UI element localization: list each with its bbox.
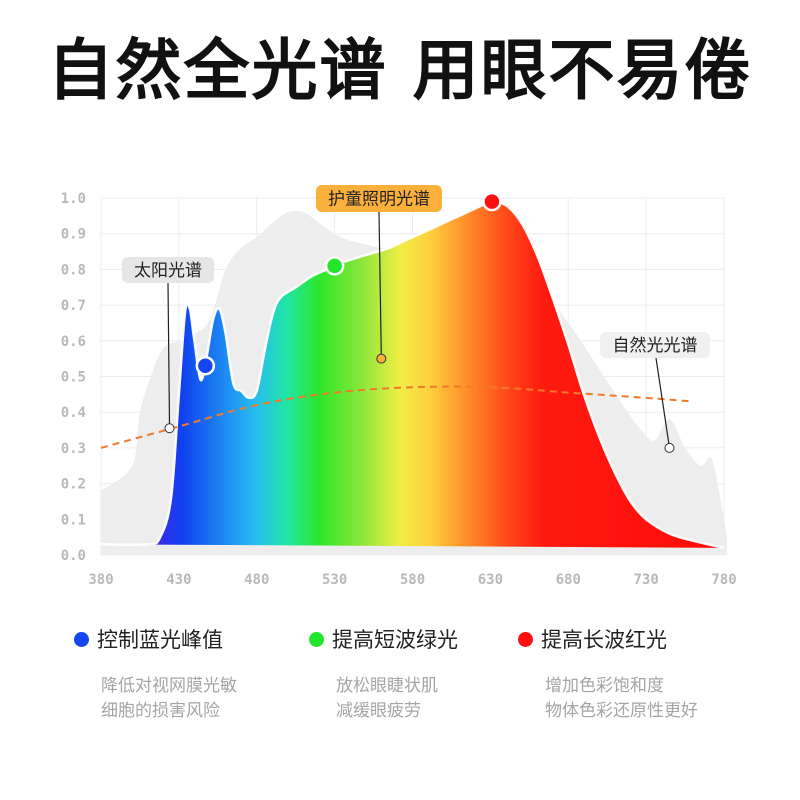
y-tick-label: 0.9 — [61, 227, 86, 243]
y-tick-label: 0.1 — [61, 512, 86, 528]
x-tick-label: 730 — [633, 572, 658, 588]
legend-description: 降低对视网膜光敏 细胞的损害风险 — [74, 674, 314, 724]
callout-leader-line — [167, 282, 171, 429]
y-axis-ticks: 0.0 0.1 0.2 0.3 0.4 0.5 0.6 0.7 0.8 0.9 1.0 — [61, 191, 86, 564]
y-tick-label: 0.0 — [61, 548, 86, 564]
x-tick-label: 380 — [88, 572, 113, 588]
callout-anchor — [376, 353, 387, 364]
callout-leader-line — [655, 357, 671, 448]
legend-desc-line: 增加色彩饱和度 — [545, 676, 664, 696]
y-tick-label: 0.5 — [61, 370, 86, 386]
y-tick-label: 1.0 — [61, 191, 86, 207]
page-title: 自然全光谱 用眼不易倦 — [47, 32, 753, 109]
sunlight-spectrum-line — [100, 385, 693, 449]
peak-marker — [324, 256, 345, 276]
legend-item-red: 提高长波红光 增加色彩饱和度 物体色彩还原性更好 — [518, 624, 758, 724]
callout-label: 自然光光谱 — [613, 336, 698, 356]
y-tick-label: 0.4 — [61, 405, 86, 421]
y-tick-label: 0.8 — [61, 262, 86, 278]
callout-anchor — [164, 423, 175, 434]
x-tick-label: 780 — [711, 572, 736, 588]
y-tick-label: 0.6 — [61, 334, 86, 350]
y-tick-label: 0.3 — [61, 441, 86, 457]
legend-description: 放松眼睫状肌 减缓眼疲劳 — [309, 674, 549, 724]
x-tick-label: 430 — [166, 572, 191, 588]
x-tick-label: 580 — [400, 572, 425, 588]
legend-desc-line: 放松眼睫状肌 — [336, 676, 438, 696]
legend-desc-line: 物体色彩还原性更好 — [545, 701, 698, 721]
y-tick-label: 0.2 — [61, 477, 86, 493]
callout-box — [122, 257, 214, 283]
blue-dot-icon — [74, 631, 89, 647]
callout-label: 太阳光谱 — [134, 261, 202, 281]
protective-light-spectrum-outline — [100, 200, 725, 550]
protective-light-spectrum-area — [101, 201, 724, 548]
legend-title: 提高短波绿光 — [332, 628, 458, 652]
callout-box — [316, 185, 442, 212]
legend-desc-line: 减缓眼疲劳 — [336, 701, 421, 721]
callout-box — [600, 332, 710, 358]
callout-leader-line — [378, 211, 382, 359]
x-tick-label: 530 — [322, 572, 347, 588]
callout-anchor — [664, 442, 675, 453]
x-axis-ticks: 380 430 480 530 580 630 680 730 780 — [88, 572, 736, 588]
y-tick-label: 0.7 — [61, 298, 86, 314]
series-layer — [100, 191, 728, 555]
x-tick-label: 630 — [478, 572, 503, 588]
legend-item-blue: 控制蓝光峰值 降低对视网膜光敏 细胞的损害风险 — [74, 624, 314, 724]
red-dot-icon — [518, 631, 533, 647]
legend-description: 增加色彩饱和度 物体色彩还原性更好 — [518, 674, 758, 724]
legend-title: 控制蓝光峰值 — [97, 628, 223, 652]
green-dot-icon — [309, 631, 324, 647]
peak-marker — [195, 356, 216, 376]
x-tick-label: 680 — [556, 572, 581, 588]
legend-item-green: 提高短波绿光 放松眼睫状肌 减缓眼疲劳 — [309, 624, 549, 724]
legend-title: 提高长波红光 — [541, 628, 667, 652]
legend-desc-line: 细胞的损害风险 — [101, 701, 220, 721]
peak-marker — [482, 191, 502, 212]
x-tick-label: 480 — [244, 572, 269, 588]
callout-label: 护童照明光谱 — [328, 190, 430, 210]
legend-desc-line: 降低对视网膜光敏 — [101, 676, 237, 696]
